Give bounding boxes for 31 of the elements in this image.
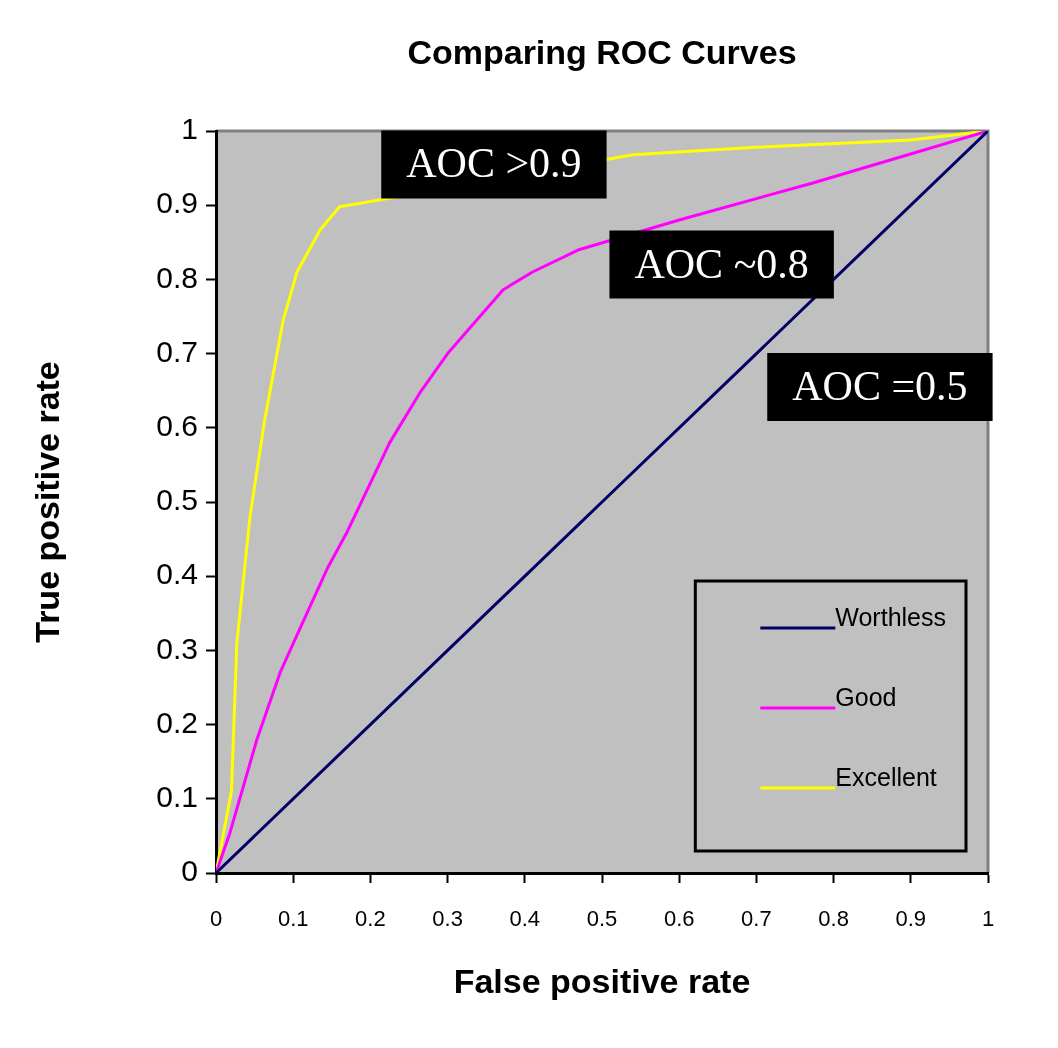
x-tick-label: 0.1 xyxy=(277,906,309,932)
annotation: AOC ~0.8 xyxy=(634,240,809,287)
x-tick-label: 0.3 xyxy=(432,906,463,932)
y-tick-label: 0.1 xyxy=(156,780,198,814)
x-tick-label: 0.6 xyxy=(663,906,695,932)
y-tick-label: 0.9 xyxy=(156,186,198,220)
x-tick-label: 0.5 xyxy=(586,906,618,932)
y-tick-label: 0.4 xyxy=(156,557,198,591)
chart-title: Comparing ROC Curves xyxy=(407,33,797,72)
legend-label: Worthless xyxy=(835,603,947,632)
y-tick-label: 0.2 xyxy=(156,705,198,739)
y-tick-label: 0.3 xyxy=(156,631,198,665)
y-tick-label: 0.7 xyxy=(156,334,198,368)
x-tick-label: 0.4 xyxy=(509,906,541,932)
y-tick-label: 0.5 xyxy=(156,483,198,517)
x-tick-label: 0.9 xyxy=(895,906,927,932)
x-tick-label: 0.8 xyxy=(818,906,849,932)
x-axis-title: False positive rate xyxy=(453,961,751,1000)
y-tick-label: 0 xyxy=(181,854,198,888)
legend-label: Excellent xyxy=(835,763,937,792)
y-tick-label: 1 xyxy=(181,112,198,146)
x-tick-label: 1 xyxy=(981,906,995,932)
x-tick-label: 0.7 xyxy=(741,906,772,932)
y-tick-label: 0.6 xyxy=(156,409,198,443)
y-axis-title: True positive rate xyxy=(27,361,66,643)
x-tick-label: 0 xyxy=(209,906,223,932)
y-tick-label: 0.8 xyxy=(156,260,198,294)
x-tick-label: 0.2 xyxy=(355,906,386,932)
annotation: AOC =0.5 xyxy=(792,363,968,410)
annotation: AOC >0.9 xyxy=(406,140,582,187)
legend-label: Good xyxy=(835,683,897,712)
